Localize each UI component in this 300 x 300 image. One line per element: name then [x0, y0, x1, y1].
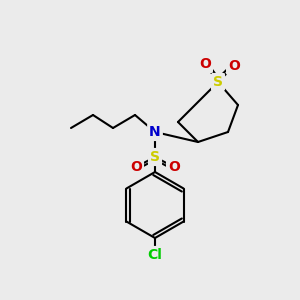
Text: O: O — [199, 57, 211, 71]
Text: O: O — [130, 160, 142, 174]
Text: Cl: Cl — [148, 248, 162, 262]
Text: S: S — [150, 150, 160, 164]
Text: O: O — [168, 160, 180, 174]
Text: O: O — [228, 59, 240, 73]
Text: N: N — [149, 125, 161, 139]
Text: S: S — [213, 75, 223, 89]
